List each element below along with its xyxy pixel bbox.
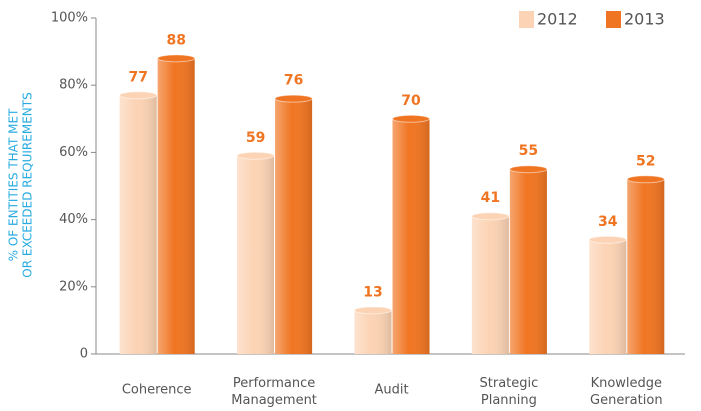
value-label: 77 (128, 69, 147, 85)
legend-swatch (519, 11, 534, 28)
y-tick-label: 20% (59, 279, 88, 294)
legend-label: 2013 (624, 10, 665, 29)
x-tick-label: Coherence (122, 383, 192, 398)
bar (471, 212, 510, 354)
y-axis-label: % OF ENTITIES THAT MET OR EXCEEDED REQUI… (7, 92, 35, 277)
bar (119, 91, 158, 354)
value-label: 88 (166, 32, 185, 48)
bar-cap (392, 114, 430, 123)
bar-shade (157, 58, 195, 354)
bar (354, 306, 392, 354)
bar-shade (237, 155, 275, 354)
bar (509, 165, 548, 354)
y-tick-label: 40% (59, 212, 88, 227)
bar-cap (354, 306, 392, 315)
bar-cap (588, 235, 627, 244)
bar-cap (236, 151, 275, 160)
bar-shade (354, 310, 392, 354)
value-label: 70 (401, 93, 421, 109)
bar (588, 235, 627, 354)
bar-shade (627, 179, 665, 354)
bar-cap (509, 165, 548, 174)
y-tick-label: 0 (80, 347, 88, 362)
y-axis-label-line: OR EXCEEDED REQUIREMENTS (21, 92, 35, 277)
value-label: 13 (363, 284, 382, 300)
y-tick-label: 80% (59, 78, 88, 93)
bar-cap (274, 94, 313, 103)
x-tick-label: Strategic Planning (480, 376, 539, 408)
value-label: 76 (284, 73, 303, 89)
bar-shade (119, 95, 157, 354)
x-tick-label: Knowledge Generation (590, 376, 663, 408)
x-tick-label: Audit (374, 383, 408, 398)
value-label: 41 (481, 190, 500, 206)
y-axis-label-line: % OF ENTITIES THAT MET (7, 108, 21, 261)
bar (236, 151, 275, 354)
legend-swatch (606, 11, 621, 28)
bar (392, 114, 430, 354)
value-label: 55 (519, 143, 538, 159)
y-tick-label: 60% (59, 145, 88, 160)
bar (626, 175, 665, 354)
bar-cap (119, 91, 158, 100)
bar-shade (275, 98, 313, 354)
bar-shade (589, 239, 627, 354)
legend-label: 2012 (537, 10, 578, 29)
bar (157, 54, 196, 354)
bar-cap (626, 175, 665, 184)
bar-cap (471, 212, 510, 221)
bar-cap (157, 54, 196, 63)
value-label: 34 (598, 214, 618, 230)
value-label: 52 (636, 153, 655, 169)
y-tick-label: 100% (51, 11, 88, 26)
x-tick-label: Performance Management (231, 376, 317, 408)
bar-shade (392, 118, 430, 354)
bar-shade (509, 169, 547, 354)
bar (274, 94, 313, 354)
bar-shade (471, 216, 509, 354)
value-label: 59 (246, 130, 265, 146)
